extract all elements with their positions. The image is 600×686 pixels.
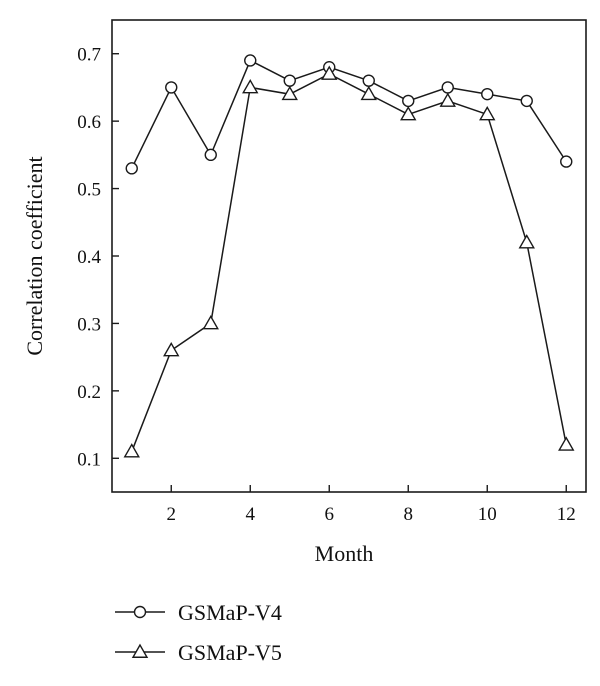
data-point-triangle (202, 315, 219, 330)
data-point-triangle (558, 436, 575, 451)
data-point-triangle (518, 234, 535, 249)
plot-area-frame (111, 19, 587, 493)
legend-item: GSMaP-V5 (115, 640, 282, 665)
y-axis-title: Correlation coefficient (22, 156, 47, 355)
data-point-circle (560, 155, 573, 168)
legend-marker-circle (133, 605, 147, 619)
y-tick-label: 0.7 (77, 45, 101, 66)
x-tick-label: 12 (557, 504, 576, 525)
series-gsmap-v5 (123, 65, 575, 458)
y-tick-label: 0.6 (77, 112, 101, 133)
data-point-circle (441, 81, 454, 94)
data-point-triangle (479, 105, 496, 121)
data-point-circle (481, 87, 494, 101)
data-point-triangle (242, 79, 259, 94)
data-point-triangle (360, 85, 377, 101)
series-line (131, 59, 567, 169)
data-point-triangle (321, 65, 338, 80)
legend-item: GSMaP-V4 (115, 600, 282, 625)
x-tick-label: 6 (325, 504, 335, 525)
data-point-circle (402, 94, 415, 108)
y-tick-label: 0.4 (77, 247, 101, 268)
data-point-circle (520, 94, 533, 108)
x-tick-label: 4 (246, 504, 256, 525)
data-point-triangle (439, 92, 456, 107)
legend-marker-triangle (131, 643, 149, 658)
data-point-triangle (281, 85, 298, 101)
legend-label: GSMaP-V5 (178, 640, 282, 665)
legend: GSMaP-V4 GSMaP-V5 (115, 600, 282, 665)
y-tick-label: 0.3 (77, 314, 101, 335)
x-tick-label: 2 (167, 504, 177, 525)
series-layer (123, 54, 575, 458)
x-tick-label: 10 (478, 504, 497, 525)
data-point-triangle (163, 341, 180, 357)
data-point-circle (125, 162, 138, 175)
data-point-circle (165, 81, 178, 94)
data-point-circle (244, 54, 257, 67)
y-tick-label: 0.2 (77, 382, 101, 403)
series-gsmap-v4 (125, 54, 573, 175)
data-point-circle (204, 148, 217, 162)
y-tick-label: 0.1 (77, 449, 101, 470)
x-axis-title: Month (315, 541, 374, 566)
data-point-circle (362, 74, 375, 87)
x-tick-label: 8 (404, 504, 414, 525)
y-tick-label: 0.5 (77, 180, 101, 201)
data-point-circle (283, 74, 296, 87)
y-axis: 0.1 0.2 0.3 0.4 0.5 0.6 0.7 (77, 45, 119, 470)
data-point-triangle (400, 105, 417, 121)
data-point-triangle (123, 443, 140, 458)
x-axis: 2 4 6 8 10 12 (167, 485, 576, 525)
legend-label: GSMaP-V4 (178, 600, 282, 625)
